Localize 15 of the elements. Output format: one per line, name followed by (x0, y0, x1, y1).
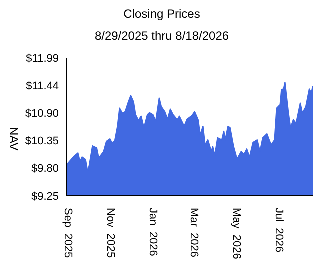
y-tick-label: $11.99 (26, 52, 59, 65)
x-tick-label: Jul 2026 (272, 208, 285, 253)
x-tick-label: Mar 2026 (188, 208, 200, 258)
y-tick-label: $9.80 (31, 163, 59, 176)
x-tick-label: Nov 2025 (104, 208, 117, 258)
x-tick-label: Sep 2025 (62, 208, 74, 258)
chart-title: Closing Prices (122, 7, 202, 21)
chart-subtitle: 8/29/2025 thru 8/18/2026 (94, 29, 230, 43)
y-tick-label: $10.90 (25, 108, 59, 120)
y-tick-label: $9.25 (31, 190, 59, 203)
x-tick-label: Jan 2026 (147, 208, 160, 256)
y-tick-label: $10.35 (25, 136, 59, 148)
y-axis-title: NAV (6, 127, 21, 151)
y-tick-label: $11.44 (26, 80, 59, 93)
x-tick-label: May 2026 (230, 208, 242, 260)
